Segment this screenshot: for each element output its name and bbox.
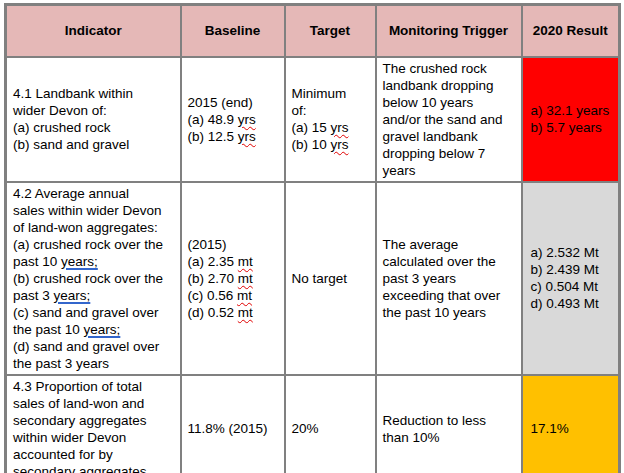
table-row-4-2: 4.2 Average annualsales within wider Dev… (6, 182, 620, 375)
cell-baseline-4-3: 11.8% (2015) (181, 375, 285, 473)
cell-baseline-4-2: (2015)(a) 2.35 mt(b) 2.70 mt(c) 0.56 mt(… (181, 182, 285, 375)
cell-result-4-3: 17.1% (522, 375, 620, 473)
col-header-target: Target (285, 5, 376, 57)
monitoring-indicators-table: Indicator Baseline Target Monitoring Tri… (4, 3, 621, 473)
cell-result-4-2: a) 2.532 Mtb) 2.439 Mtc) 0.504 Mtd) 0.49… (522, 182, 620, 375)
table-row-4-1: 4.1 Landbank withinwider Devon of:(a) cr… (6, 57, 620, 182)
col-header-baseline: Baseline (181, 5, 285, 57)
cell-trigger-4-3: Reduction to lessthan 10% (376, 375, 522, 473)
cell-indicator-4-3: 4.3 Proportion of totalsales of land-won… (6, 375, 181, 473)
cell-target-4-1: Minimumof:(a) 15 yrs(b) 10 yrs (285, 57, 376, 182)
cell-indicator-4-2: 4.2 Average annualsales within wider Dev… (6, 182, 181, 375)
col-header-monitoring-trigger: Monitoring Trigger (376, 5, 522, 57)
cell-indicator-4-1: 4.1 Landbank withinwider Devon of:(a) cr… (6, 57, 181, 182)
table-row-4-3: 4.3 Proportion of totalsales of land-won… (6, 375, 620, 473)
col-header-indicator: Indicator (6, 5, 181, 57)
cell-target-4-2: No target (285, 182, 376, 375)
table-header-row: Indicator Baseline Target Monitoring Tri… (6, 5, 620, 57)
cell-baseline-4-1: 2015 (end)(a) 48.9 yrs(b) 12.5 yrs (181, 57, 285, 182)
cell-trigger-4-1: The crushed rocklandbank droppingbelow 1… (376, 57, 522, 182)
cell-result-4-1: a) 32.1 yearsb) 5.7 years (522, 57, 620, 182)
cell-target-4-3: 20% (285, 375, 376, 473)
cell-trigger-4-2: The averagecalculated over thepast 3 yea… (376, 182, 522, 375)
col-header-2020-result: 2020 Result (522, 5, 620, 57)
